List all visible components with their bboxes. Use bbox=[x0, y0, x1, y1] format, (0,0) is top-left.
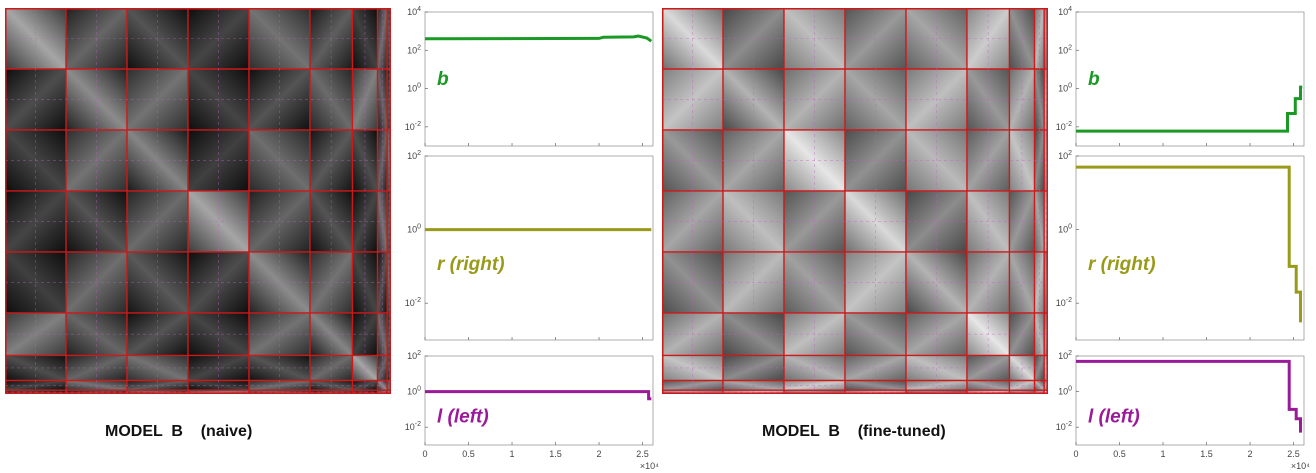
y-tick-label: 102 bbox=[1058, 44, 1072, 55]
y-tick-label: 10-2 bbox=[405, 421, 421, 432]
series-line bbox=[1076, 165, 1302, 323]
y-tick-label: 10-2 bbox=[405, 297, 421, 308]
matrix-block bbox=[187, 380, 249, 391]
x-multiplier: ×10⁴ bbox=[1291, 461, 1310, 471]
plot-r-fine-tuned: 10-2 100 102 r (right) bbox=[1046, 148, 1316, 346]
plot-axes-box bbox=[1075, 355, 1305, 446]
series-line bbox=[1076, 359, 1302, 433]
plot-axes-box bbox=[424, 11, 654, 147]
y-tick-label: 100 bbox=[1058, 83, 1072, 94]
series-line bbox=[425, 390, 652, 401]
x-tick-label: 1 bbox=[510, 449, 515, 459]
y-tick-label: 10-2 bbox=[1056, 297, 1072, 308]
matrix-block bbox=[377, 251, 388, 313]
y-tick-label: 100 bbox=[407, 224, 421, 235]
series-line bbox=[424, 34, 653, 43]
matrix-block bbox=[905, 380, 967, 391]
series-line bbox=[1076, 85, 1303, 133]
x-tick-label: 2 bbox=[597, 449, 602, 459]
x-tick-label: 2 bbox=[1248, 449, 1253, 459]
plot-r-naive: 10-2 100 102 r (right) bbox=[395, 148, 665, 346]
y-tick-label: 104 bbox=[407, 6, 421, 17]
matrix-block bbox=[1034, 251, 1045, 313]
series-label: l (left) bbox=[437, 407, 489, 428]
caption-fine-tuned: MODEL B (fine-tuned) bbox=[762, 423, 946, 440]
x-tick-label: 2.5 bbox=[636, 449, 649, 459]
y-tick-label: 10-2 bbox=[1056, 421, 1072, 432]
caption-naive: MODEL B (naive) bbox=[105, 423, 253, 440]
matrix-block bbox=[377, 355, 388, 381]
series-label: l (left) bbox=[1088, 407, 1140, 428]
plot-axes-box bbox=[1075, 155, 1305, 341]
matrix-image-naive bbox=[5, 8, 391, 394]
y-tick-label: 104 bbox=[1058, 6, 1072, 17]
series-label: b bbox=[437, 69, 449, 90]
matrix-block bbox=[1034, 190, 1045, 252]
y-tick-label: 10-2 bbox=[1056, 121, 1072, 132]
x-tick-label: 1.5 bbox=[549, 449, 562, 459]
y-tick-label: 102 bbox=[407, 150, 421, 161]
plot-l-fine-tuned: 10-2 100 102 0 0.5 1 1.5 2 2.5 ×10⁴ l (left) bbox=[1046, 348, 1316, 473]
y-tick-label: 100 bbox=[407, 386, 421, 397]
x-tick-label: 1 bbox=[1161, 449, 1166, 459]
x-tick-label: 0.5 bbox=[1113, 449, 1126, 459]
plot-b-fine-tuned: 10-2 100 102 104 b bbox=[1046, 4, 1316, 152]
y-tick-label: 102 bbox=[1058, 150, 1072, 161]
y-tick-label: 102 bbox=[407, 350, 421, 361]
x-tick-label: 0.5 bbox=[462, 449, 475, 459]
x-tick-label: 0 bbox=[1073, 449, 1078, 459]
plot-l-naive: 10-2 100 102 0 0.5 1 1.5 2 2.5 ×10⁴ l (left) bbox=[395, 348, 665, 473]
plot-axes-box bbox=[424, 355, 654, 446]
matrix-block bbox=[248, 380, 310, 391]
x-multiplier: ×10⁴ bbox=[640, 461, 659, 471]
matrix-border bbox=[662, 8, 1048, 394]
matrix-image-fine-tuned bbox=[662, 8, 1048, 394]
x-tick-label: 1.5 bbox=[1200, 449, 1213, 459]
y-tick-label: 102 bbox=[1058, 350, 1072, 361]
matrix-block bbox=[377, 190, 388, 252]
y-tick-label: 10-2 bbox=[405, 121, 421, 132]
plot-axes-box bbox=[1075, 11, 1305, 147]
matrix-border bbox=[5, 8, 391, 394]
y-tick-label: 100 bbox=[407, 83, 421, 94]
matrix-block bbox=[377, 380, 388, 391]
y-tick-label: 100 bbox=[1058, 386, 1072, 397]
series-label: r (right) bbox=[437, 254, 505, 275]
matrix-block bbox=[1034, 380, 1045, 391]
x-tick-label: 2.5 bbox=[1287, 449, 1300, 459]
matrix-block bbox=[1009, 380, 1035, 391]
plot-b-naive: 10-2 100 102 104 b bbox=[395, 4, 665, 152]
x-tick-label: 0 bbox=[422, 449, 427, 459]
matrix-block bbox=[844, 380, 906, 391]
matrix-block bbox=[352, 380, 378, 391]
y-tick-label: 100 bbox=[1058, 224, 1072, 235]
y-tick-label: 102 bbox=[407, 44, 421, 55]
series-label: b bbox=[1088, 69, 1100, 90]
series-label: r (right) bbox=[1088, 254, 1156, 275]
matrix-block bbox=[1034, 355, 1045, 381]
plot-axes-box bbox=[424, 155, 654, 341]
